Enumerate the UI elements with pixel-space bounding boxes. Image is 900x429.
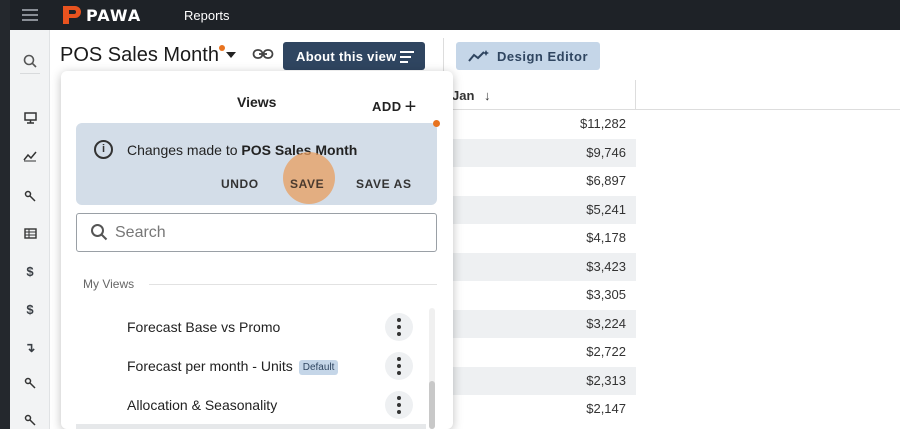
view-item-label: Forecast per month - Units Default: [127, 358, 339, 376]
table-cell[interactable]: $2,147: [586, 401, 626, 416]
app-logo[interactable]: PAWA: [60, 4, 141, 26]
table-cell[interactable]: $9,746: [450, 138, 636, 167]
brand-name: PAWA: [86, 5, 142, 25]
table-cell[interactable]: $4,178: [586, 230, 626, 245]
table-cell[interactable]: $6,897: [586, 173, 626, 188]
more-options-icon[interactable]: [385, 391, 413, 419]
my-views-section-label: My Views: [83, 277, 135, 291]
view-item-label: Forecast Base vs Promo: [127, 319, 281, 335]
views-panel-title: Views: [237, 94, 277, 110]
window-edge: [0, 0, 10, 429]
list-item[interactable]: Forecast Base vs Promo: [61, 308, 431, 346]
notes-lines-icon: [400, 51, 414, 66]
table-cell[interactable]: $5,241: [450, 195, 636, 224]
key-icon[interactable]: [20, 375, 40, 395]
header-filler: [636, 80, 900, 110]
column-header-label: Jan: [452, 88, 475, 103]
notification-dot: [433, 120, 440, 127]
views-dropdown-panel: Views ADD + i Changes made to POS Sales M…: [61, 71, 453, 429]
about-button-label: About this view: [296, 48, 397, 64]
column-header-jan[interactable]: Jan ↓: [450, 80, 636, 110]
view-item-name: Forecast per month - Units: [127, 358, 293, 374]
link-icon[interactable]: [252, 47, 274, 61]
top-bar: PAWA Reports: [0, 0, 900, 30]
monitor-icon[interactable]: [20, 110, 40, 130]
scrollbar-thumb[interactable]: [429, 381, 435, 429]
table-cell[interactable]: $3,423: [450, 252, 636, 281]
nav-reports-link[interactable]: Reports: [184, 8, 230, 23]
table-cell[interactable]: $2,313: [450, 366, 636, 395]
data-table: Jan ↓ $11,282 $9,746 $6,897 $5,241 $4,17…: [450, 80, 900, 429]
sparkle-chart-icon: [468, 50, 489, 62]
table-cell[interactable]: $11,282: [579, 116, 626, 131]
left-rail: $ $ ↴: [10, 30, 50, 429]
changes-prefix: Changes made to: [127, 142, 238, 158]
caret-down-icon[interactable]: [226, 52, 236, 58]
plus-icon: +: [404, 96, 417, 118]
table-cell[interactable]: $2,722: [586, 344, 626, 359]
section-divider: [149, 284, 437, 285]
list-item[interactable]: Forecast per month - Units Default: [61, 347, 431, 385]
next-list-item-edge: [76, 424, 426, 429]
key-icon[interactable]: [20, 188, 40, 208]
table-icon[interactable]: [20, 225, 40, 245]
more-options-icon[interactable]: [385, 313, 413, 341]
view-item-label: Allocation & Seasonality: [127, 397, 278, 413]
dollar-icon[interactable]: $: [26, 302, 34, 317]
search-field[interactable]: [76, 213, 437, 252]
info-icon: i: [94, 140, 113, 159]
about-this-view-button[interactable]: About this view: [283, 42, 425, 70]
arrow-down-icon[interactable]: ↴: [24, 340, 36, 355]
page-title[interactable]: POS Sales Month: [60, 44, 219, 66]
unsaved-indicator-dot: [219, 45, 225, 51]
pawa-logo-mark-icon: [63, 6, 81, 24]
search-icon: [91, 224, 108, 241]
save-button[interactable]: SAVE: [290, 177, 325, 191]
add-view-button[interactable]: ADD +: [372, 94, 417, 118]
undo-button[interactable]: UNDO: [221, 177, 259, 191]
search-input[interactable]: [115, 222, 415, 244]
changes-view-name: POS Sales Month: [241, 142, 358, 158]
table-cell[interactable]: $3,224: [450, 309, 636, 338]
hamburger-menu-icon[interactable]: [22, 9, 38, 21]
save-as-button[interactable]: SAVE AS: [356, 177, 412, 191]
design-editor-button[interactable]: Design Editor: [456, 42, 600, 70]
table-cell[interactable]: $3,305: [586, 287, 626, 302]
more-options-icon[interactable]: [385, 352, 413, 380]
dollar-icon[interactable]: $: [26, 264, 34, 279]
scrollbar-track[interactable]: [429, 308, 435, 429]
add-label: ADD: [372, 99, 402, 114]
view-title-bar: POS Sales Month About this view Design E…: [50, 30, 900, 80]
changes-message: Changes made to POS Sales Month: [127, 142, 357, 158]
list-item[interactable]: Allocation & Seasonality: [61, 386, 431, 424]
key-icon[interactable]: [20, 412, 40, 429]
default-badge: Default: [298, 360, 339, 375]
click-highlight: [283, 152, 335, 204]
sort-descending-icon[interactable]: ↓: [484, 88, 491, 103]
toolbar-divider: [443, 38, 444, 72]
search-icon[interactable]: [20, 54, 40, 74]
design-editor-label: Design Editor: [497, 48, 589, 64]
unsaved-changes-banner: i Changes made to POS Sales Month UNDO S…: [76, 123, 437, 205]
line-chart-icon[interactable]: [20, 148, 40, 168]
